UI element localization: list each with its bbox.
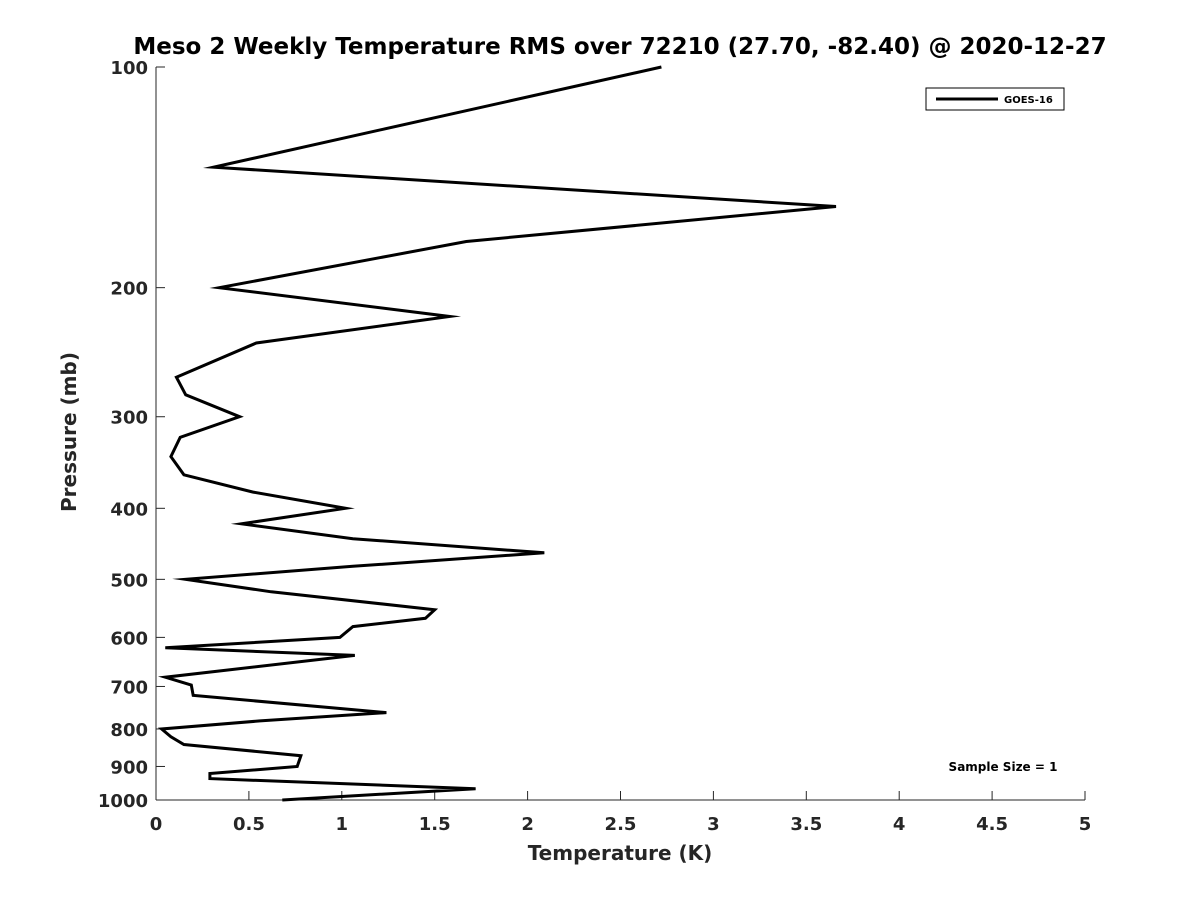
x-tick-label: 1.5	[419, 814, 451, 835]
series-line-goes16	[157, 65, 837, 802]
x-tick-label: 2	[521, 814, 534, 835]
x-tick-label: 5	[1079, 814, 1092, 835]
y-tick-label: 300	[110, 408, 148, 429]
y-tick-label: 700	[110, 677, 148, 698]
x-tick-label: 1	[336, 814, 349, 835]
x-tick-label: 3	[707, 814, 720, 835]
sample-size-annotation: Sample Size = 1	[949, 760, 1058, 774]
x-tick-label: 3.5	[790, 814, 822, 835]
y-tick-label: 900	[110, 757, 148, 778]
y-tick-label: 100	[110, 58, 148, 79]
axes-box	[155, 67, 1085, 801]
y-tick-label: 200	[110, 279, 148, 300]
y-tick-label: 400	[110, 499, 148, 520]
chart-title: Meso 2 Weekly Temperature RMS over 72210…	[133, 34, 1106, 60]
y-axis-label: Pressure (mb)	[57, 352, 81, 512]
x-tick-label: 0	[150, 814, 163, 835]
legend-label-goes16: GOES-16	[1004, 95, 1053, 106]
y-axis-ticks: 100 200 300 400 500 600 700 800 900 1000	[98, 58, 165, 812]
y-tick-label: 600	[110, 628, 148, 649]
x-axis-ticks: 0 0.5 1 1.5 2 2.5 3 3.5 4 4.5 5	[150, 791, 1092, 835]
y-tick-label: 1000	[98, 791, 148, 812]
y-tick-label: 800	[110, 720, 148, 741]
series-group	[157, 65, 837, 802]
x-tick-label: 4.5	[976, 814, 1008, 835]
x-tick-label: 4	[893, 814, 906, 835]
x-axis-label: Temperature (K)	[528, 841, 713, 865]
legend: GOES-16	[925, 87, 1065, 111]
x-tick-label: 2.5	[605, 814, 637, 835]
x-tick-label: 0.5	[233, 814, 265, 835]
y-tick-label: 500	[110, 570, 148, 591]
